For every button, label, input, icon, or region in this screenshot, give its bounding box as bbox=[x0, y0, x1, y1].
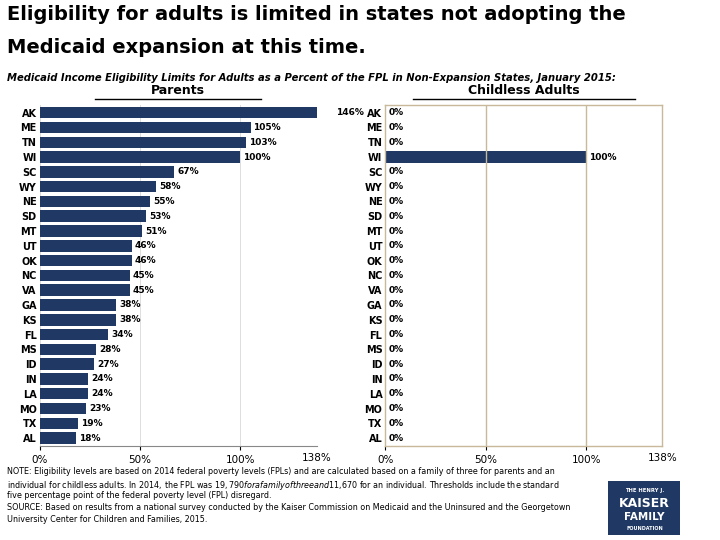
Text: 0%: 0% bbox=[388, 345, 403, 354]
Text: 0%: 0% bbox=[388, 167, 403, 177]
Text: 19%: 19% bbox=[81, 419, 102, 428]
Text: Parents: Parents bbox=[151, 84, 205, 97]
Bar bbox=[40, 107, 333, 118]
Text: individual for childless adults. In 2014, the FPL was $19,790 for a family of th: individual for childless adults. In 2014… bbox=[7, 479, 559, 492]
Text: KAISER: KAISER bbox=[619, 497, 670, 510]
Bar bbox=[40, 403, 86, 414]
Bar bbox=[40, 417, 78, 429]
Bar bbox=[40, 240, 132, 252]
Text: 58%: 58% bbox=[159, 182, 181, 191]
Text: 103%: 103% bbox=[250, 138, 277, 147]
Text: 0%: 0% bbox=[388, 271, 403, 280]
Text: NOTE: Eligibility levels are based on 2014 federal poverty levels (FPLs) and are: NOTE: Eligibility levels are based on 20… bbox=[7, 467, 555, 476]
Bar bbox=[40, 329, 108, 340]
Bar bbox=[40, 137, 246, 148]
Bar bbox=[40, 359, 94, 370]
Text: 0%: 0% bbox=[388, 360, 403, 369]
Text: THE HENRY J.: THE HENRY J. bbox=[625, 488, 664, 493]
Text: 105%: 105% bbox=[253, 123, 281, 132]
Text: 24%: 24% bbox=[91, 374, 112, 383]
Text: Medicaid expansion at this time.: Medicaid expansion at this time. bbox=[7, 38, 366, 57]
Text: 24%: 24% bbox=[91, 389, 112, 398]
Bar bbox=[40, 285, 130, 296]
Bar bbox=[385, 151, 586, 163]
Bar bbox=[40, 388, 88, 400]
Text: University Center for Children and Families, 2015.: University Center for Children and Famil… bbox=[7, 515, 207, 524]
Text: 38%: 38% bbox=[119, 315, 140, 325]
Text: 0%: 0% bbox=[388, 182, 403, 191]
Bar bbox=[40, 225, 142, 237]
Text: 0%: 0% bbox=[388, 256, 403, 265]
Text: 18%: 18% bbox=[78, 434, 100, 443]
Bar bbox=[40, 299, 116, 310]
Text: 28%: 28% bbox=[99, 345, 120, 354]
Text: 0%: 0% bbox=[388, 108, 403, 117]
Text: 0%: 0% bbox=[388, 404, 403, 413]
Text: 34%: 34% bbox=[111, 330, 132, 339]
Text: FOUNDATION: FOUNDATION bbox=[626, 525, 663, 531]
Text: 0%: 0% bbox=[388, 389, 403, 398]
Bar bbox=[40, 211, 146, 222]
Text: 0%: 0% bbox=[388, 315, 403, 325]
Text: 38%: 38% bbox=[119, 300, 140, 309]
Text: five percentage point of the federal poverty level (FPL) disregard.: five percentage point of the federal pov… bbox=[7, 491, 271, 500]
Bar bbox=[40, 433, 76, 444]
Text: 45%: 45% bbox=[133, 271, 155, 280]
Bar bbox=[40, 195, 150, 207]
Text: 0%: 0% bbox=[388, 434, 403, 443]
Text: 138%: 138% bbox=[647, 453, 678, 463]
Text: 0%: 0% bbox=[388, 300, 403, 309]
Text: Medicaid Income Eligibility Limits for Adults as a Percent of the FPL in Non-Exp: Medicaid Income Eligibility Limits for A… bbox=[7, 73, 616, 83]
Text: 45%: 45% bbox=[133, 286, 155, 295]
Bar bbox=[40, 255, 132, 266]
Text: 46%: 46% bbox=[135, 241, 157, 251]
Bar bbox=[40, 151, 240, 163]
Text: 23%: 23% bbox=[89, 404, 110, 413]
Bar bbox=[40, 122, 251, 133]
Text: 55%: 55% bbox=[153, 197, 174, 206]
Bar bbox=[40, 343, 96, 355]
Text: 0%: 0% bbox=[388, 123, 403, 132]
Bar bbox=[40, 269, 130, 281]
Text: SOURCE: Based on results from a national survey conducted by the Kaiser Commissi: SOURCE: Based on results from a national… bbox=[7, 503, 570, 512]
Text: 53%: 53% bbox=[149, 212, 171, 221]
Text: 0%: 0% bbox=[388, 138, 403, 147]
Text: 0%: 0% bbox=[388, 212, 403, 221]
Text: Childless Adults: Childless Adults bbox=[468, 84, 580, 97]
Text: 100%: 100% bbox=[243, 153, 271, 161]
Text: 146%: 146% bbox=[336, 108, 364, 117]
Text: 0%: 0% bbox=[388, 197, 403, 206]
Text: 0%: 0% bbox=[388, 330, 403, 339]
Bar bbox=[40, 166, 174, 178]
Text: 51%: 51% bbox=[145, 226, 166, 235]
Text: 138%: 138% bbox=[302, 453, 332, 463]
Bar bbox=[40, 314, 116, 326]
Text: 0%: 0% bbox=[388, 286, 403, 295]
Text: 67%: 67% bbox=[177, 167, 199, 177]
Text: 0%: 0% bbox=[388, 241, 403, 251]
Text: 0%: 0% bbox=[388, 374, 403, 383]
Text: Eligibility for adults is limited in states not adopting the: Eligibility for adults is limited in sta… bbox=[7, 5, 626, 24]
Text: 100%: 100% bbox=[589, 153, 616, 161]
Text: 0%: 0% bbox=[388, 419, 403, 428]
Text: FAMILY: FAMILY bbox=[624, 512, 665, 522]
Text: 27%: 27% bbox=[97, 360, 119, 369]
Text: 0%: 0% bbox=[388, 226, 403, 235]
Text: 46%: 46% bbox=[135, 256, 157, 265]
Bar bbox=[40, 373, 88, 384]
Bar bbox=[40, 181, 156, 192]
